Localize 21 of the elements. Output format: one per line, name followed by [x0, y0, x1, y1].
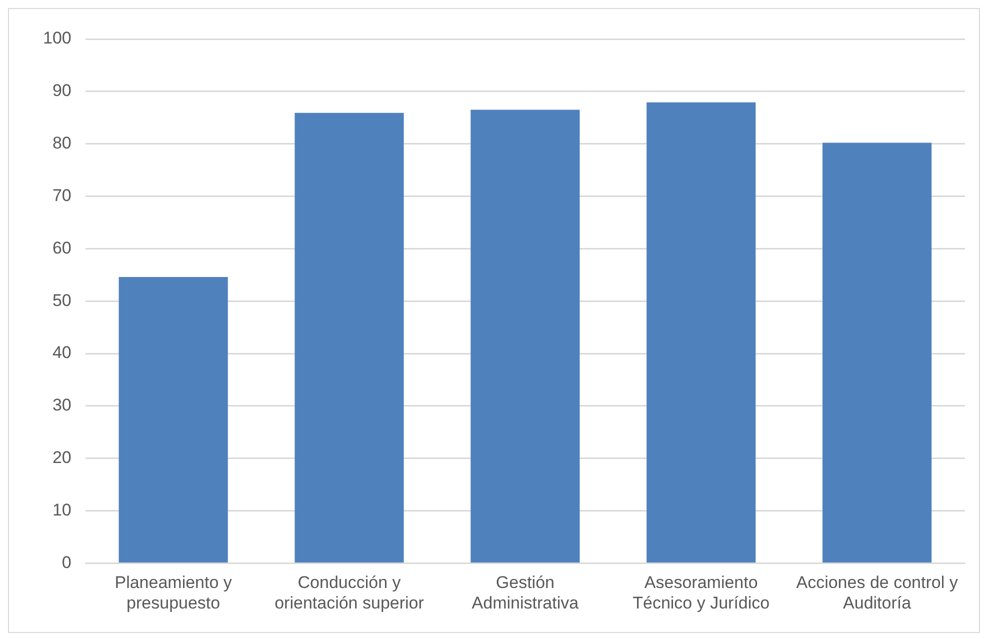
bar — [294, 112, 404, 562]
bar — [822, 142, 932, 562]
y-tick-label: 60 — [52, 238, 72, 258]
bar — [118, 276, 228, 562]
y-tick-label: 30 — [52, 396, 72, 415]
y-tick-label: 40 — [52, 343, 72, 362]
y-tick-label: 10 — [52, 500, 72, 520]
x-tick-label: Conducción y orientación superior — [274, 573, 424, 612]
bar — [470, 110, 580, 562]
x-tick-label: Planeamiento y presupuesto — [114, 573, 232, 612]
x-tick-label: Acciones de control y Auditoría — [796, 573, 958, 612]
y-tick-label: 90 — [52, 81, 72, 100]
x-tick-label: Gestión Administrativa — [472, 573, 580, 612]
y-tick-label: 80 — [52, 134, 72, 153]
bar — [646, 102, 756, 562]
y-tick-label: 50 — [52, 290, 72, 310]
y-tick-label: 70 — [52, 186, 72, 205]
y-tick-label: 0 — [62, 552, 72, 572]
x-tick-label: Asesoramiento Técnico y Jurídico — [632, 573, 770, 612]
y-tick-label: 20 — [52, 448, 72, 468]
y-tick-label: 100 — [42, 28, 72, 48]
